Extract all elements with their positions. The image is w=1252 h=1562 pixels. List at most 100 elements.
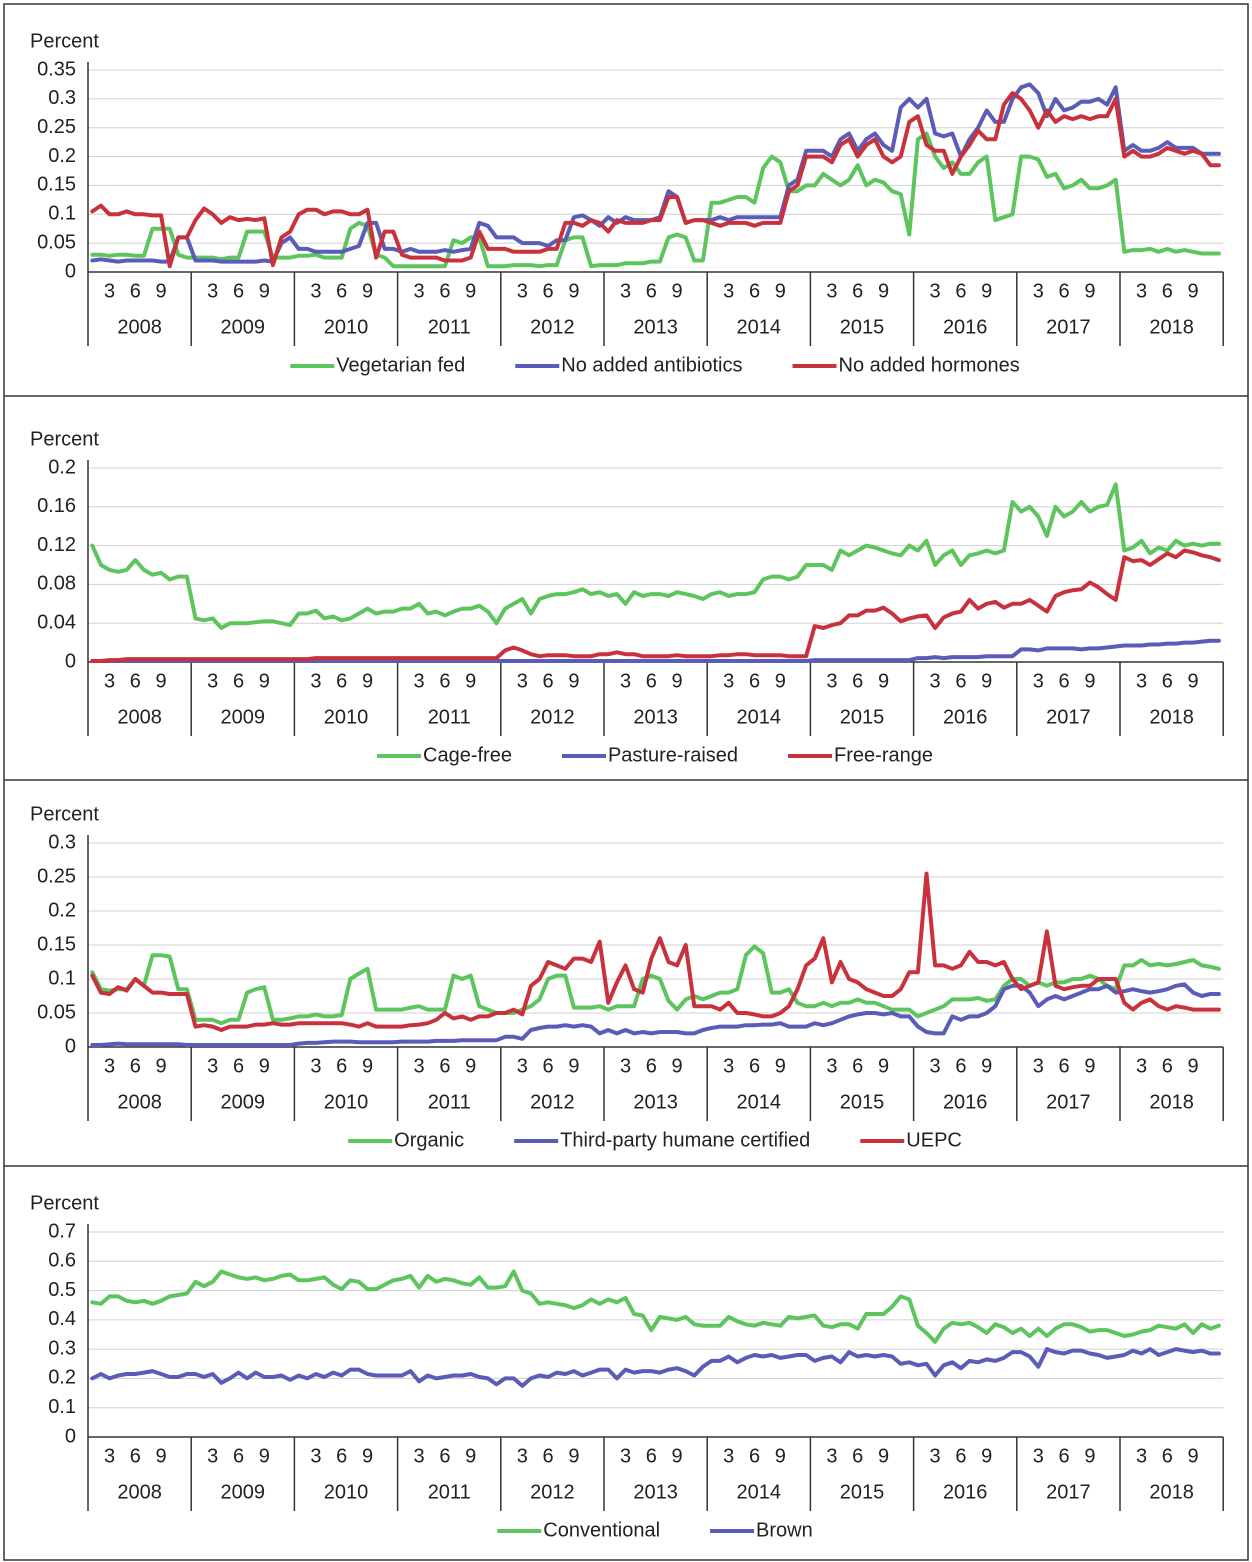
x-tick-label: 9: [775, 280, 786, 302]
legend-label: Free-range: [834, 744, 933, 766]
x-tick-label: 6: [543, 670, 554, 692]
y-tick-label: 0.08: [37, 573, 76, 595]
x-tick-label: 3: [414, 280, 425, 302]
x-tick-label: 6: [1162, 1445, 1173, 1467]
x-tick-label: 6: [543, 1055, 554, 1077]
x-tick-label: 9: [362, 1445, 373, 1467]
y-tick-label: 0.1: [48, 203, 76, 225]
x-tick-label: 3: [930, 1445, 941, 1467]
x-tick-label: 3: [104, 670, 115, 692]
x-tick-label: 3: [620, 1055, 631, 1077]
x-tick-label: 6: [852, 1445, 863, 1467]
series-line: [90, 1347, 1221, 1388]
x-tick-label: 9: [259, 1445, 270, 1467]
x-tick-label: 6: [749, 280, 760, 302]
year-label: 2009: [221, 706, 266, 728]
y-tick-label: 0.4: [48, 1308, 76, 1330]
x-tick-label: 6: [233, 670, 244, 692]
x-tick-label: 9: [156, 1445, 167, 1467]
x-tick-label: 3: [620, 1445, 631, 1467]
year-label: 2012: [530, 706, 575, 728]
x-tick-label: 3: [1033, 670, 1044, 692]
x-tick-label: 3: [517, 670, 528, 692]
x-tick-label: 3: [723, 1445, 734, 1467]
legend-label: Third-party humane certified: [560, 1129, 810, 1151]
year-label: 2011: [428, 1481, 471, 1503]
x-tick-label: 6: [439, 670, 450, 692]
x-tick-label: 3: [1033, 1055, 1044, 1077]
y-tick-label: 0.7: [48, 1220, 76, 1242]
x-tick-label: 6: [130, 280, 141, 302]
x-tick-label: 9: [1084, 670, 1095, 692]
y-tick-label: 0.1: [48, 1396, 76, 1418]
year-label: 2018: [1149, 1091, 1194, 1113]
legend-label: Brown: [756, 1519, 813, 1541]
x-tick-label: 9: [156, 670, 167, 692]
x-tick-label: 9: [1188, 1055, 1199, 1077]
x-tick-label: 3: [207, 1055, 218, 1077]
year-label: 2014: [737, 1481, 782, 1503]
y-tick-label: 0.15: [37, 933, 76, 955]
x-tick-label: 6: [543, 280, 554, 302]
year-label: 2018: [1149, 1481, 1194, 1503]
year-label: 2017: [1046, 1481, 1091, 1503]
x-tick-label: 3: [517, 280, 528, 302]
x-tick-label: 9: [259, 1055, 270, 1077]
x-tick-label: 3: [620, 670, 631, 692]
x-tick-label: 9: [878, 280, 889, 302]
y-tick-label: 0.1: [48, 967, 76, 989]
x-tick-label: 6: [852, 1055, 863, 1077]
x-tick-label: 6: [955, 280, 966, 302]
x-tick-label: 3: [1136, 1445, 1147, 1467]
y-tick-label: 0: [65, 1035, 76, 1057]
year-label: 2008: [117, 1481, 162, 1503]
legend-label: Pasture-raised: [608, 744, 738, 766]
x-tick-label: 3: [517, 1445, 528, 1467]
x-tick-label: 9: [465, 1055, 476, 1077]
x-tick-label: 9: [362, 280, 373, 302]
x-tick-label: 9: [1188, 670, 1199, 692]
x-tick-label: 3: [723, 280, 734, 302]
x-tick-label: 6: [749, 1055, 760, 1077]
x-tick-label: 9: [672, 1445, 683, 1467]
year-label: 2016: [943, 316, 988, 338]
series-line: [90, 1269, 1221, 1344]
series-line: [90, 982, 1221, 1047]
x-tick-label: 3: [1033, 1445, 1044, 1467]
y-tick-label: 0.5: [48, 1279, 76, 1301]
x-tick-label: 6: [336, 1445, 347, 1467]
year-label: 2013: [633, 1481, 678, 1503]
x-tick-label: 6: [955, 1055, 966, 1077]
x-tick-label: 3: [207, 1445, 218, 1467]
year-label: 2018: [1149, 706, 1194, 728]
y-axis-label: Percent: [30, 803, 99, 825]
year-label: 2018: [1149, 316, 1194, 338]
x-tick-label: 3: [517, 1055, 528, 1077]
x-tick-label: 6: [233, 1445, 244, 1467]
series-line: [90, 91, 1221, 269]
year-label: 2014: [737, 706, 782, 728]
y-tick-label: 0.05: [37, 1001, 76, 1023]
year-label: 2015: [840, 1481, 885, 1503]
x-tick-label: 9: [878, 1445, 889, 1467]
x-tick-label: 9: [465, 280, 476, 302]
legend-label: Vegetarian fed: [336, 354, 465, 376]
x-tick-label: 3: [826, 1055, 837, 1077]
x-tick-label: 9: [362, 670, 373, 692]
year-label: 2015: [840, 706, 885, 728]
x-tick-label: 3: [723, 1055, 734, 1077]
x-tick-label: 6: [646, 670, 657, 692]
x-tick-label: 6: [233, 280, 244, 302]
x-tick-label: 3: [207, 670, 218, 692]
year-label: 2017: [1046, 706, 1091, 728]
x-tick-label: 6: [1162, 1055, 1173, 1077]
y-axis-label: Percent: [30, 30, 99, 52]
x-tick-label: 6: [1059, 1445, 1070, 1467]
series-line: [90, 82, 1221, 264]
legend-label: UEPC: [906, 1129, 962, 1151]
x-tick-label: 9: [775, 670, 786, 692]
x-tick-label: 9: [156, 280, 167, 302]
y-tick-label: 0.3: [48, 87, 76, 109]
y-tick-label: 0: [65, 650, 76, 672]
x-tick-label: 9: [775, 1055, 786, 1077]
